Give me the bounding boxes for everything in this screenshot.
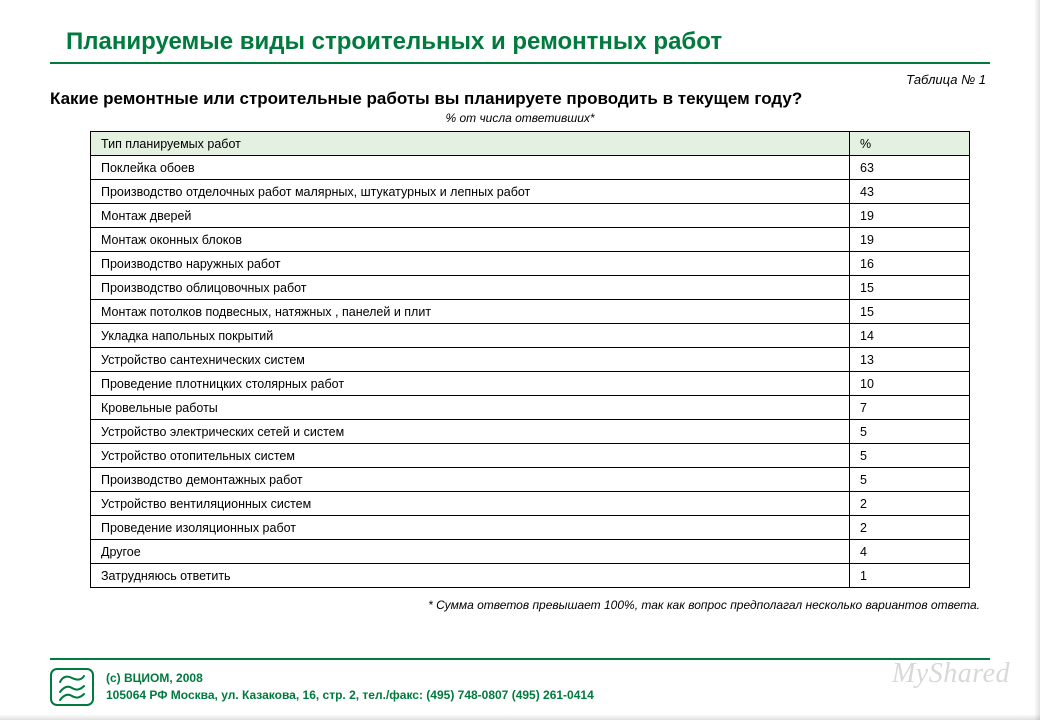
cell-percent: 5 [850, 444, 970, 468]
data-table: Тип планируемых работ % Поклейка обоев63… [90, 131, 970, 588]
cell-type: Производство наружных работ [91, 252, 850, 276]
table-row: Устройство отопительных систем5 [91, 444, 970, 468]
slide-footer: (с) ВЦИОМ, 2008 105064 РФ Москва, ул. Ка… [50, 658, 990, 706]
footer-address: 105064 РФ Москва, ул. Казакова, 16, стр.… [106, 687, 594, 704]
title-divider [50, 62, 990, 64]
table-row: Устройство сантехнических систем13 [91, 348, 970, 372]
cell-percent: 15 [850, 276, 970, 300]
table-body: Поклейка обоев63Производство отделочных … [91, 156, 970, 588]
cell-percent: 1 [850, 564, 970, 588]
cell-percent: 5 [850, 420, 970, 444]
cell-type: Поклейка обоев [91, 156, 850, 180]
cell-percent: 14 [850, 324, 970, 348]
table-row: Устройство электрических сетей и систем5 [91, 420, 970, 444]
page-title: Планируемые виды строительных и ремонтны… [66, 28, 990, 56]
cell-type: Укладка напольных покрытий [91, 324, 850, 348]
cell-percent: 10 [850, 372, 970, 396]
table-row: Другое4 [91, 540, 970, 564]
col-header-percent: % [850, 132, 970, 156]
cell-percent: 4 [850, 540, 970, 564]
cell-type: Проведение плотницких столярных работ [91, 372, 850, 396]
cell-type: Производство демонтажных работ [91, 468, 850, 492]
cell-percent: 5 [850, 468, 970, 492]
table-row: Укладка напольных покрытий14 [91, 324, 970, 348]
table-row: Монтаж дверей19 [91, 204, 970, 228]
footer-text: (с) ВЦИОМ, 2008 105064 РФ Москва, ул. Ка… [106, 670, 594, 704]
footer-copyright: (с) ВЦИОМ, 2008 [106, 670, 594, 687]
cell-type: Кровельные работы [91, 396, 850, 420]
vciom-logo-icon [50, 668, 94, 706]
slide-content: Планируемые виды строительных и ремонтны… [0, 0, 1040, 612]
table-row: Проведение плотницких столярных работ10 [91, 372, 970, 396]
table-row: Устройство вентиляционных систем2 [91, 492, 970, 516]
col-header-type: Тип планируемых работ [91, 132, 850, 156]
survey-question: Какие ремонтные или строительные работы … [50, 89, 990, 109]
footer-divider [50, 658, 990, 660]
cell-type: Производство облицовочных работ [91, 276, 850, 300]
cell-percent: 2 [850, 492, 970, 516]
table-row: Проведение изоляционных работ2 [91, 516, 970, 540]
table-row: Монтаж потолков подвесных, натяжных , па… [91, 300, 970, 324]
table-row: Кровельные работы7 [91, 396, 970, 420]
cell-type: Затрудняюсь ответить [91, 564, 850, 588]
table-row: Производство облицовочных работ15 [91, 276, 970, 300]
table-container: Тип планируемых работ % Поклейка обоев63… [50, 131, 990, 588]
cell-percent: 7 [850, 396, 970, 420]
cell-percent: 2 [850, 516, 970, 540]
table-row: Затрудняюсь ответить1 [91, 564, 970, 588]
cell-percent: 13 [850, 348, 970, 372]
cell-percent: 19 [850, 228, 970, 252]
table-row: Поклейка обоев63 [91, 156, 970, 180]
cell-type: Монтаж дверей [91, 204, 850, 228]
table-row: Производство наружных работ16 [91, 252, 970, 276]
cell-percent: 43 [850, 180, 970, 204]
cell-type: Монтаж оконных блоков [91, 228, 850, 252]
table-number-label: Таблица № 1 [50, 72, 990, 87]
survey-subnote: % от числа ответивших* [50, 111, 990, 125]
table-row: Производство демонтажных работ5 [91, 468, 970, 492]
cell-percent: 15 [850, 300, 970, 324]
cell-percent: 19 [850, 204, 970, 228]
table-footnote: * Сумма ответов превышает 100%, так как … [50, 598, 990, 612]
cell-type: Другое [91, 540, 850, 564]
cell-percent: 63 [850, 156, 970, 180]
table-header-row: Тип планируемых работ % [91, 132, 970, 156]
cell-type: Устройство вентиляционных систем [91, 492, 850, 516]
table-row: Производство отделочных работ малярных, … [91, 180, 970, 204]
cell-type: Устройство отопительных систем [91, 444, 850, 468]
cell-type: Устройство сантехнических систем [91, 348, 850, 372]
cell-type: Производство отделочных работ малярных, … [91, 180, 850, 204]
table-row: Монтаж оконных блоков19 [91, 228, 970, 252]
cell-type: Устройство электрических сетей и систем [91, 420, 850, 444]
slide-shadow-bottom [0, 714, 1040, 720]
cell-type: Проведение изоляционных работ [91, 516, 850, 540]
cell-type: Монтаж потолков подвесных, натяжных , па… [91, 300, 850, 324]
cell-percent: 16 [850, 252, 970, 276]
